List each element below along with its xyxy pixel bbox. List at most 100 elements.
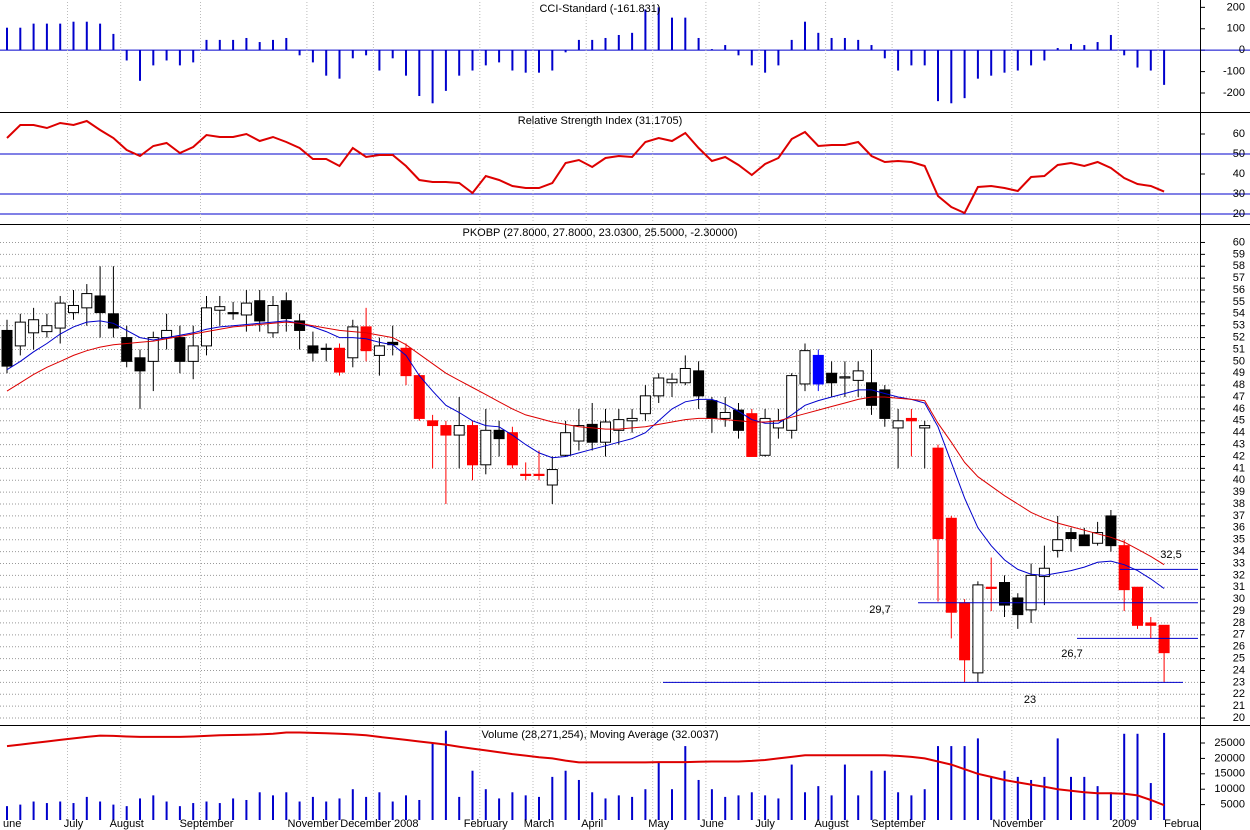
candle-body — [254, 300, 266, 322]
y-tick-label: 0 — [1239, 44, 1245, 56]
candle-body — [240, 302, 252, 316]
candle-body — [280, 300, 292, 320]
bar — [272, 39, 274, 51]
bar — [152, 795, 155, 820]
candle-body — [147, 337, 159, 362]
candle-body — [613, 419, 625, 431]
bar — [458, 50, 461, 76]
bar — [551, 50, 554, 71]
bar — [937, 746, 939, 820]
candle-body — [201, 307, 212, 347]
bar — [351, 789, 354, 820]
bar — [644, 789, 647, 820]
candle-body — [467, 425, 478, 466]
bar — [724, 45, 727, 51]
bar — [1123, 50, 1126, 56]
bar — [604, 798, 607, 820]
bar — [897, 792, 900, 820]
candle-body — [440, 425, 452, 436]
bar — [192, 50, 195, 63]
bar — [72, 803, 75, 820]
bar — [165, 801, 168, 820]
bar — [737, 795, 740, 820]
bar — [684, 17, 687, 51]
y-tick-label: 20 — [1233, 208, 1245, 220]
candle-body — [400, 347, 412, 377]
bar — [1109, 34, 1112, 51]
bar — [1030, 779, 1033, 820]
y-tick-label: 25000 — [1214, 737, 1245, 749]
bar — [870, 45, 873, 51]
bar — [817, 786, 820, 820]
moving-average — [6, 320, 1165, 589]
y-tick-label: 56 — [1233, 284, 1245, 296]
candle-body — [54, 302, 66, 329]
bar — [897, 50, 900, 71]
bar — [72, 21, 75, 51]
bar — [617, 795, 620, 820]
y-tick-label: 36 — [1233, 522, 1245, 534]
y-tick-label: 59 — [1233, 248, 1245, 260]
y-tick-label: 48 — [1233, 379, 1245, 391]
candle-body — [334, 347, 345, 373]
candle-body — [413, 375, 425, 419]
y-tick-label: 45 — [1233, 415, 1245, 427]
bar — [59, 23, 62, 51]
bar — [538, 50, 540, 73]
bar — [843, 37, 846, 51]
candle-body — [746, 413, 758, 457]
bar — [258, 42, 261, 51]
bar — [205, 39, 208, 51]
bar — [591, 792, 594, 820]
moving-average — [6, 731, 1165, 807]
bar — [710, 789, 713, 820]
bar — [764, 50, 767, 73]
y-tick-label: 30 — [1233, 593, 1245, 605]
candle-body — [866, 382, 877, 406]
x-tick-label: November — [288, 818, 339, 830]
bar — [258, 792, 261, 820]
bar — [178, 50, 181, 66]
bar — [458, 796, 461, 820]
bar — [804, 792, 806, 820]
bar — [750, 50, 753, 66]
candle-body — [427, 420, 439, 427]
candle-body — [759, 417, 771, 456]
bar — [139, 798, 141, 820]
candle-body — [373, 345, 385, 356]
bar — [1163, 50, 1166, 85]
bar — [870, 770, 873, 820]
candle-body — [959, 602, 971, 661]
panel-title: Volume (28,271,254), Moving Average (32.… — [481, 729, 718, 741]
y-tick-label: 51 — [1233, 343, 1245, 355]
bar — [19, 804, 22, 820]
y-tick-label: 25 — [1233, 653, 1245, 665]
bar — [883, 770, 886, 820]
y-tick-label: 52 — [1233, 331, 1245, 343]
candle-body — [719, 411, 731, 419]
y-tick-label: -100 — [1223, 66, 1245, 78]
candle-body — [999, 582, 1010, 606]
y-tick-label: 24 — [1233, 664, 1245, 676]
bar — [431, 743, 434, 820]
bar — [391, 50, 394, 59]
y-tick-label: 28 — [1233, 617, 1245, 629]
bar — [192, 803, 195, 820]
candle-body — [520, 473, 532, 476]
bar — [684, 746, 687, 820]
bar — [1149, 783, 1152, 820]
candle-body — [1092, 532, 1104, 544]
x-tick-label: April — [581, 818, 603, 830]
bar — [564, 770, 567, 820]
candle-body — [267, 304, 279, 334]
candle-body — [453, 425, 465, 436]
candle-body — [68, 304, 79, 314]
candle-body — [320, 347, 332, 350]
bar — [338, 50, 341, 79]
y-tick-label: 20000 — [1214, 752, 1245, 764]
bar — [764, 795, 767, 820]
x-tick-label: 2009 — [1112, 818, 1136, 830]
bar — [910, 50, 913, 66]
bar — [976, 738, 979, 820]
bar — [710, 49, 713, 51]
